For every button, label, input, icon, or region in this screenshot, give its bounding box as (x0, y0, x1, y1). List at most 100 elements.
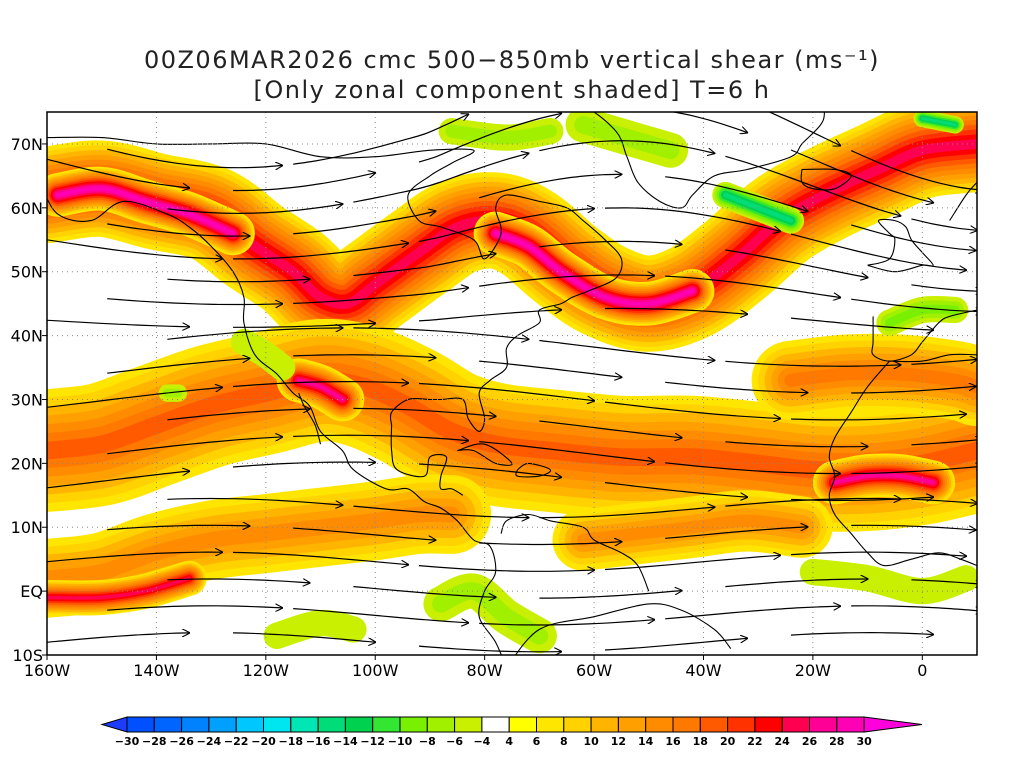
coastline-segment (500, 513, 650, 592)
coastline-segment (889, 353, 977, 363)
colorbar-box (754, 716, 783, 733)
streamline (418, 565, 594, 572)
colorbar-box (563, 716, 592, 733)
coastline-segment (949, 181, 977, 221)
streamline (418, 382, 594, 401)
streamline (479, 620, 654, 626)
streamline (418, 463, 561, 477)
colorbar-box (235, 716, 264, 733)
streamline (233, 323, 375, 328)
streamline (539, 339, 714, 361)
shear-band-northeast-atlantic-level (784, 366, 977, 394)
streamline (293, 527, 435, 540)
colorbar-label: −30 (115, 735, 140, 748)
easterly-area-5-level (723, 192, 794, 223)
colorbar-box (344, 716, 374, 733)
streamline (107, 437, 282, 455)
streamline (353, 254, 495, 277)
coastline-segment (47, 136, 623, 432)
y-tick-label: 40N (11, 327, 43, 346)
colorbar-label: −24 (197, 735, 222, 748)
streamline (47, 552, 222, 563)
colorbar-label: −12 (360, 735, 385, 748)
colorbar-label: −18 (279, 735, 304, 748)
colorbar-label: −28 (142, 735, 167, 748)
shear-band-subtropical-jet-level (47, 371, 977, 480)
easterly-area-0-level (230, 328, 296, 381)
colorbar-box (645, 716, 674, 733)
y-tick-label: EQ (20, 582, 43, 601)
colorbar-box (372, 716, 401, 733)
streamline (725, 579, 867, 588)
x-axis-ticks: 160W 140W 120W 100W 80W 60W 40W 20W 0 (24, 655, 927, 680)
coastline-segment (871, 309, 977, 362)
shear-band-africa-max-level (832, 473, 936, 485)
streamline (107, 298, 282, 305)
colorbar-label: 30 (856, 735, 872, 748)
streamline (107, 148, 282, 168)
streamline (353, 327, 528, 339)
streamline (418, 209, 594, 243)
colorbar-box (126, 716, 155, 733)
map-frame (46, 111, 978, 656)
colorbar-label: −20 (251, 735, 276, 748)
easterly-area-6-level (445, 124, 557, 145)
map-title-line1: 00Z06MAR2026 cmc 500−850mb vertical shea… (143, 46, 881, 74)
streamline (604, 401, 780, 418)
streamline (790, 414, 966, 421)
streamline (790, 633, 933, 635)
colorbar-label: 8 (560, 735, 568, 748)
streamline (725, 360, 900, 366)
streamline (911, 498, 977, 503)
colorbar-label: 12 (611, 735, 626, 748)
colorbar: −30 −28 −26 −24 −22 −20 −18 −16 −14 −12 −10 −8 −6 −4 4… (100, 716, 923, 748)
colorbar-box (263, 716, 292, 733)
streamline (790, 233, 966, 270)
streamline (353, 586, 495, 598)
streamline (418, 113, 561, 163)
streamline (790, 551, 966, 556)
colorbar-box (672, 716, 701, 733)
colorbar-label: 28 (829, 735, 844, 748)
streamline (232, 243, 408, 260)
colorbar-label: −14 (333, 735, 358, 748)
colorbar-box (399, 716, 428, 733)
colorbar-label: −8 (419, 735, 436, 748)
colorbar-box (781, 716, 811, 733)
streamline (790, 317, 933, 330)
streamline (353, 153, 528, 203)
streamline (479, 542, 621, 545)
streamline (851, 224, 975, 251)
streamline (232, 632, 375, 642)
streamline (418, 645, 561, 652)
streamline (725, 441, 867, 447)
x-tick-label: 0 (917, 661, 927, 680)
colorbar-label: 14 (638, 735, 654, 748)
streamline (790, 497, 933, 500)
streamline (167, 578, 309, 583)
x-tick-label: 120W (243, 661, 290, 680)
colorbar-box (590, 716, 619, 733)
streamline (47, 387, 222, 408)
coastline-segment (47, 197, 503, 655)
streamline (604, 207, 780, 231)
x-tick-label: 160W (24, 661, 71, 680)
streamline (911, 284, 977, 292)
shear-band-baja-max-level (296, 378, 345, 402)
shear-band-equatorial-pacific-level (47, 576, 191, 600)
colorbar-box (317, 716, 346, 733)
streamline (911, 579, 977, 584)
coastlines (47, 112, 977, 655)
colorbar-label: 10 (583, 735, 599, 748)
colorbar-box (181, 716, 210, 733)
colorbar-box (699, 716, 729, 733)
easterly-area-2-level (432, 582, 549, 645)
streamline (539, 241, 681, 247)
streamline (293, 211, 435, 235)
streamline (47, 633, 189, 643)
streamline (418, 310, 561, 322)
y-axis-ticks: 10S EQ 10N 20N 30N 40N 50N 60N 70N (11, 135, 47, 665)
streamline (604, 555, 780, 571)
streamline (107, 525, 249, 531)
